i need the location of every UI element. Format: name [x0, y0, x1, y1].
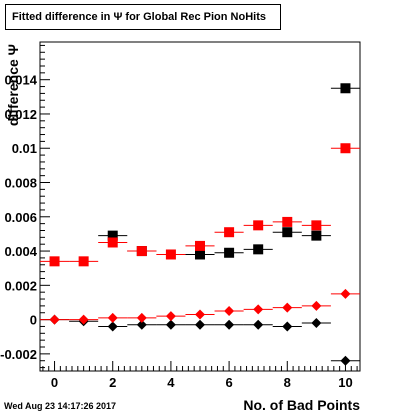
square-marker	[107, 237, 118, 248]
y-tick-label: 0.006	[4, 210, 37, 225]
diamond-marker	[253, 319, 264, 330]
diamond-marker	[224, 306, 235, 317]
diamond-marker	[49, 314, 60, 325]
x-tick-label: 0	[51, 375, 58, 390]
chart-title: Fitted difference in Ψ for Global Rec Pi…	[12, 11, 266, 23]
square-marker	[195, 240, 205, 251]
date-stamp: Wed Aug 23 14:17:26 2017	[4, 401, 117, 411]
y-axis-label: difference Ψ	[5, 44, 21, 126]
square-marker	[282, 216, 293, 227]
square-marker	[165, 249, 176, 260]
y-tick-label: 0.008	[4, 176, 37, 191]
square-marker	[224, 247, 235, 258]
square-marker	[49, 256, 60, 267]
square-marker	[340, 143, 351, 154]
diamond-marker	[253, 304, 264, 315]
square-marker	[195, 249, 205, 260]
y-tick-label: 0	[30, 313, 37, 328]
y-tick-label: 0.002	[4, 278, 37, 293]
diamond-marker	[136, 312, 147, 323]
diamond-marker	[340, 288, 351, 299]
diamond-marker	[136, 319, 147, 330]
diamond-marker	[311, 300, 322, 311]
diamond-marker	[107, 321, 118, 332]
diamond-marker	[195, 309, 205, 320]
square-marker	[136, 246, 147, 257]
x-tick-label: 10	[338, 375, 352, 390]
y-tick-label: 0.01	[12, 141, 37, 156]
title-box: Fitted difference in Ψ for Global Rec Pi…	[5, 4, 281, 30]
diamond-marker	[340, 355, 351, 366]
diamond-marker	[165, 311, 176, 322]
diamond-marker	[282, 321, 293, 332]
square-marker	[224, 227, 235, 238]
diamond-marker	[78, 314, 89, 325]
square-marker	[311, 220, 322, 231]
diamond-marker	[195, 319, 205, 330]
square-marker	[282, 227, 293, 238]
square-marker	[311, 230, 322, 241]
diamond-marker	[165, 319, 176, 330]
diamond-marker	[282, 302, 293, 313]
square-marker	[253, 220, 264, 231]
y-tick-label: 0.004	[4, 244, 37, 259]
y-tick-label: 0.012	[4, 107, 37, 122]
diamond-marker	[107, 312, 118, 323]
diamond-marker	[224, 319, 235, 330]
x-tick-label: 4	[167, 375, 175, 390]
y-tick-label: 0.014	[4, 73, 37, 88]
x-tick-label: 8	[284, 375, 291, 390]
square-marker	[340, 83, 351, 94]
x-tick-label: 2	[109, 375, 116, 390]
x-tick-label: 6	[225, 375, 232, 390]
square-marker	[78, 256, 89, 267]
square-marker	[253, 244, 264, 255]
y-tick-label: -0.002	[0, 347, 37, 362]
square-marker	[107, 230, 118, 241]
diamond-marker	[311, 318, 322, 329]
x-axis-label: No. of Bad Points	[243, 397, 360, 413]
